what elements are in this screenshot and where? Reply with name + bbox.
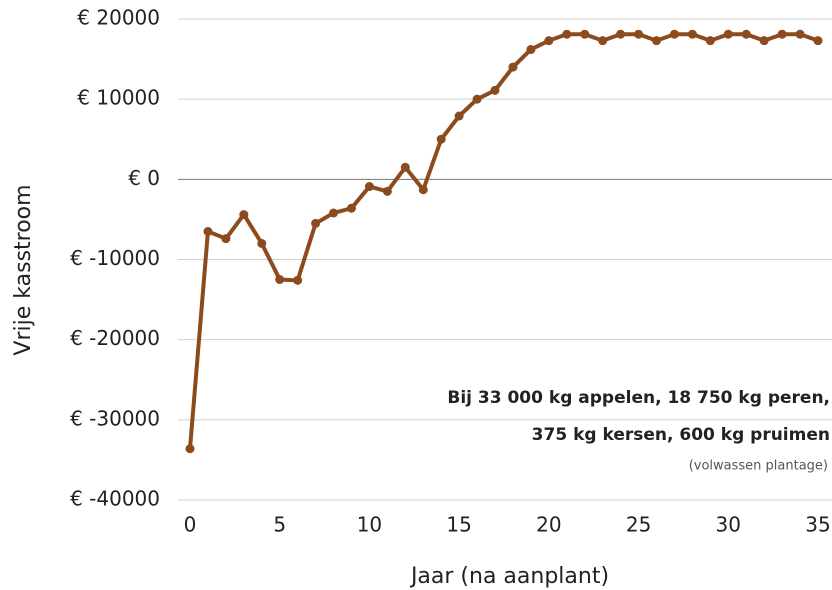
point [329,208,339,218]
y-tick-label: € 20000 [77,6,160,30]
point [239,210,249,220]
point [687,29,697,39]
point [185,444,195,454]
point [669,29,679,39]
y-tick-label: € -20000 [70,326,160,350]
point [454,111,464,121]
y-axis-label: Vrije kasstroom [11,184,36,355]
point [652,36,662,46]
point [257,238,267,248]
y-tick-label: € 0 [128,166,160,190]
point [741,29,751,39]
point [526,44,536,54]
x-tick-label: 15 [446,513,471,537]
x-tick-label: 20 [536,513,561,537]
point [508,62,518,72]
y-tick-label: € -40000 [70,487,160,511]
point [759,36,769,46]
point [472,94,482,104]
point [723,29,733,39]
point [580,29,590,39]
point [562,29,572,39]
point [311,218,321,228]
annotation: 375 kg kersen, 600 kg pruimen [532,425,830,445]
x-tick-label: 25 [626,513,651,537]
point [275,275,285,285]
point [634,29,644,39]
point [598,36,608,46]
point [616,29,626,39]
x-tick-label: 5 [273,513,286,537]
point [544,36,554,46]
annotation: (volwassen plantage) [689,459,828,474]
point [293,275,303,285]
point [203,226,213,236]
x-tick-label: 30 [716,513,741,537]
x-tick-label: 10 [357,513,382,537]
point [221,234,231,244]
point [382,186,392,196]
point [795,29,805,39]
point [777,29,787,39]
line [188,32,820,451]
point [490,85,500,95]
x-axis-label: Jaar (na aanplant) [409,564,609,589]
point [436,134,446,144]
x-tick-label: 35 [805,513,830,537]
point [400,162,410,172]
annotation: Bij 33 000 kg appelen, 18 750 kg peren, [447,388,830,408]
y-tick-label: € -10000 [70,246,160,270]
point [346,203,356,213]
point [418,185,428,195]
point [705,36,715,46]
y-tick-label: € -30000 [70,406,160,430]
y-tick-label: € 10000 [77,86,160,110]
x-tick-label: 0 [184,513,197,537]
point [364,182,374,192]
point [813,36,823,46]
